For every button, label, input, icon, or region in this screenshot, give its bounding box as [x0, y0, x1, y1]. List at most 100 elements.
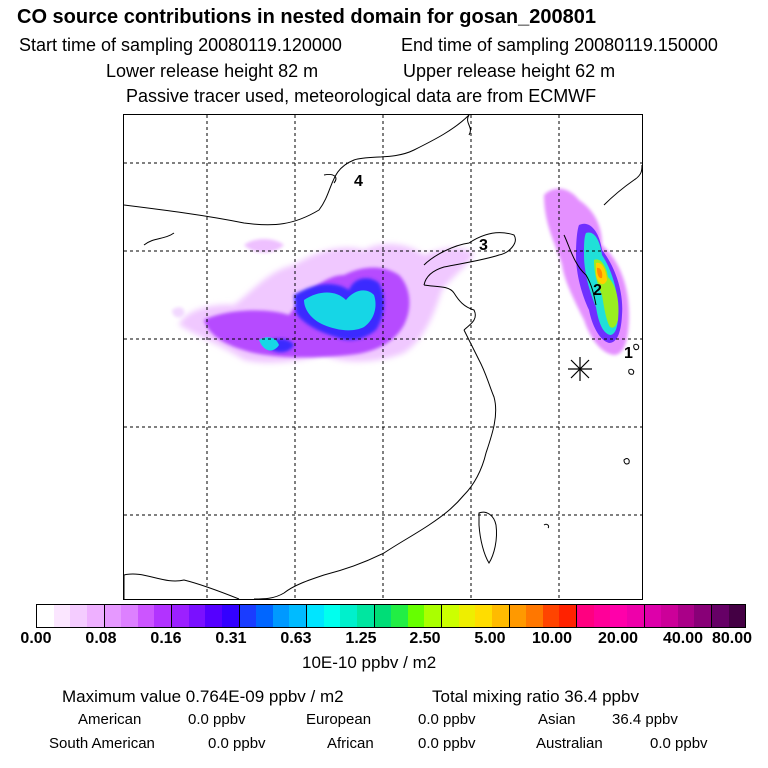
- colorbar-tick: 5.00: [474, 630, 506, 647]
- colorbar-segment: [559, 605, 577, 627]
- colorbar-segment: [70, 605, 87, 627]
- marker-4: 4: [354, 173, 363, 190]
- colorbar-segment: [509, 605, 527, 627]
- map-canvas: 1 2 3 4: [124, 115, 642, 599]
- south-american-value: 0.0 ppbv: [208, 735, 266, 752]
- colorbar-segment: [256, 605, 273, 627]
- plume-korea: [544, 188, 629, 355]
- island: [623, 458, 630, 465]
- colorbar-segment: [221, 605, 240, 627]
- colorbar-tick: 2.50: [409, 630, 441, 647]
- plume-patch: [244, 239, 284, 253]
- colorbar-segment: [172, 605, 189, 627]
- start-time-label: Start time of sampling 20080119.120000: [19, 35, 342, 55]
- colorbar-segment: [391, 605, 408, 627]
- island-taiwan: [478, 511, 497, 564]
- asterisk-icon: [568, 357, 592, 381]
- island: [543, 523, 550, 529]
- border-line: [124, 115, 470, 226]
- colorbar-segment: [323, 605, 341, 627]
- european-value: 0.0 ppbv: [418, 711, 476, 728]
- coast-line: [423, 284, 476, 331]
- map-panel: 1 2 3 4: [123, 114, 643, 600]
- colorbar-segment: [86, 605, 105, 627]
- colorbar-segment: [340, 605, 357, 627]
- colorbar-segment: [356, 605, 375, 627]
- marker-2: 2: [593, 282, 602, 299]
- colorbar-tick: 40.00: [662, 630, 704, 647]
- colorbar-tick: 0.00: [20, 630, 52, 647]
- colorbar-segment: [205, 605, 222, 627]
- colorbar-tick: 0.16: [150, 630, 182, 647]
- border-line: [467, 115, 471, 136]
- marker-1: 1: [624, 345, 633, 362]
- plot-title: CO source contributions in nested domain…: [17, 6, 597, 28]
- colorbar-segment: [610, 605, 627, 627]
- colorbar-tick: 1.25: [345, 630, 377, 647]
- colorbar-segment: [37, 605, 54, 627]
- colorbar-segment: [307, 605, 324, 627]
- colorbar-tick: 0.08: [85, 630, 117, 647]
- european-label: European: [306, 711, 372, 728]
- total-mixing-ratio-label: Total mixing ratio 36.4 ppbv: [432, 687, 639, 706]
- colorbar: [36, 604, 746, 628]
- colorbar-segment: [442, 605, 459, 627]
- colorbar-segment: [374, 605, 392, 627]
- tracer-info-label: Passive tracer used, meteorological data…: [126, 86, 597, 106]
- colorbar-segment: [424, 605, 442, 627]
- colorbar-tick: 80.00: [711, 630, 753, 647]
- coast-line: [423, 232, 516, 286]
- upper-release-height-label: Upper release height 62 m: [403, 61, 616, 81]
- colorbar-segment: [239, 605, 257, 627]
- colorbar-segment: [712, 605, 729, 627]
- colorbar-segment: [458, 605, 476, 627]
- colorbar-segment: [593, 605, 611, 627]
- colorbar-segment: [694, 605, 712, 627]
- colorbar-segment: [644, 605, 662, 627]
- end-time-label: End time of sampling 20080119.150000: [401, 35, 718, 55]
- australian-value: 0.0 ppbv: [650, 735, 708, 752]
- colorbar-segment: [491, 605, 510, 627]
- plume-korea-orange: [597, 267, 603, 279]
- marker-3: 3: [479, 237, 488, 254]
- colorbar-segment: [577, 605, 594, 627]
- colorbar-segment: [53, 605, 71, 627]
- colorbar-segment: [526, 605, 543, 627]
- australian-label: Australian: [536, 735, 603, 752]
- coastlines: [124, 115, 642, 599]
- colorbar-segment: [289, 605, 307, 627]
- south-american-label: South American: [49, 735, 155, 752]
- island: [633, 343, 640, 351]
- plume-core: [259, 337, 279, 351]
- colorbar-segment: [542, 605, 560, 627]
- coast-line: [563, 234, 597, 306]
- asian-value: 36.4 ppbv: [612, 711, 678, 728]
- colorbar-segment: [407, 605, 425, 627]
- coast-line: [603, 164, 642, 206]
- colorbar-segment: [475, 605, 492, 627]
- american-value: 0.0 ppbv: [188, 711, 246, 728]
- colorbar-segment: [188, 605, 206, 627]
- colorbar-tick: 0.63: [280, 630, 312, 647]
- colorbar-unit: 10E-10 ppbv / m2: [302, 653, 437, 672]
- lower-release-height-label: Lower release height 82 m: [106, 61, 319, 81]
- max-value-label: Maximum value 0.764E-09 ppbv / m2: [62, 687, 344, 706]
- african-label: African: [327, 735, 374, 752]
- colorbar-tick: 20.00: [597, 630, 639, 647]
- coast-line: [253, 329, 497, 599]
- american-label: American: [78, 711, 142, 728]
- plume-core: [304, 290, 376, 331]
- plume-patch: [172, 307, 185, 318]
- asian-label: Asian: [538, 711, 576, 728]
- colorbar-segment: [137, 605, 155, 627]
- colorbar-segment: [677, 605, 695, 627]
- graticule: [124, 115, 642, 599]
- colorbar-segment: [661, 605, 678, 627]
- border-line: [143, 232, 175, 246]
- african-value: 0.0 ppbv: [418, 735, 476, 752]
- colorbar-segment: [626, 605, 645, 627]
- colorbar-segment: [272, 605, 290, 627]
- colorbar-segment: [154, 605, 172, 627]
- colorbar-segment: [728, 605, 746, 627]
- colorbar-segment: [104, 605, 122, 627]
